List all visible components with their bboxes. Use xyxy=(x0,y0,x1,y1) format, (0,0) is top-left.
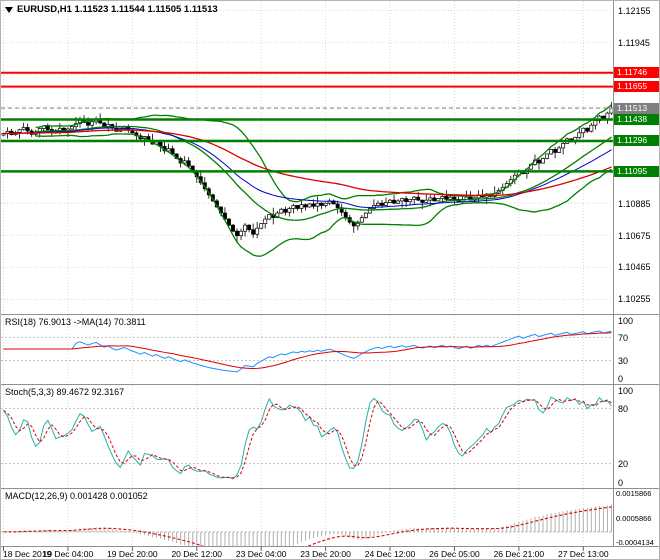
time-label: 20 Dec 12:00 xyxy=(171,549,223,559)
rsi-tick: 70 xyxy=(618,332,629,343)
rsi-tick: 30 xyxy=(618,356,629,367)
price-axis[interactable]: 1.12155 1.11945 1.10885 1.10675 1.10465 1.102… xyxy=(614,1,659,547)
chart-menu-icon[interactable] xyxy=(5,6,13,13)
symbol-ohlc-label: EURUSD,H1 1.11523 1.11544 1.11505 1.1151… xyxy=(17,4,218,15)
time-label: 24 Dec 12:00 xyxy=(364,549,416,559)
price-tick: 1.11945 xyxy=(618,38,650,49)
stoch-indicator-label: Stoch(5,3,3) 89.4672 92.3167 xyxy=(5,387,125,397)
rsi-tick: 100 xyxy=(618,315,634,326)
price-level-badge: 1.11746 xyxy=(614,67,659,79)
price-level-badge: 1.11296 xyxy=(614,135,659,147)
price-level-badge: 1.11655 xyxy=(614,81,659,93)
macd-tick: 0.0015866 xyxy=(616,489,652,498)
price-tick: 1.10885 xyxy=(618,198,651,209)
price-tick: 1.10255 xyxy=(618,294,651,305)
macd-indicator-label: MACD(12,26,9) 0.001428 0.001052 xyxy=(5,491,148,501)
price-level-badge: 1.11513 xyxy=(614,102,659,114)
price-level-badge: 1.11438 xyxy=(614,113,659,125)
stoch-tick: 20 xyxy=(618,459,629,470)
time-axis[interactable]: 18 Dec 2019 19 Dec 04:00 19 Dec 20:00 20 De… xyxy=(1,547,659,559)
time-label: 18 Dec 2019 xyxy=(3,549,52,559)
price-tick: 1.10465 xyxy=(618,262,651,273)
time-label: 23 Dec 04:00 xyxy=(235,549,287,559)
time-label: 23 Dec 20:00 xyxy=(300,549,351,559)
stoch-tick: 100 xyxy=(618,385,634,396)
price-level-badge: 1.11095 xyxy=(614,165,659,177)
macd-tick: 0.0005866 xyxy=(616,513,652,523)
macd-tick: -0.0004134 xyxy=(616,538,654,547)
stoch-tick: 80 xyxy=(618,403,629,414)
price-tick: 1.12155 xyxy=(618,6,651,17)
rsi-tick: 0 xyxy=(618,373,624,384)
time-label: 19 Dec 20:00 xyxy=(107,549,158,559)
time-label: 27 Dec 13:00 xyxy=(557,549,609,559)
rsi-indicator-label: RSI(18) 76.9013 ->MA(14) 70.3811 xyxy=(5,317,146,327)
price-tick: 1.10675 xyxy=(618,230,651,241)
time-label: 26 Dec 21:00 xyxy=(493,549,545,559)
time-label: 19 Dec 04:00 xyxy=(42,549,94,559)
chart-title: EURUSD,H1 1.11523 1.11544 1.11505 1.1151… xyxy=(5,4,218,15)
stoch-tick: 0 xyxy=(618,477,624,488)
time-label: 26 Dec 05:00 xyxy=(429,549,480,559)
